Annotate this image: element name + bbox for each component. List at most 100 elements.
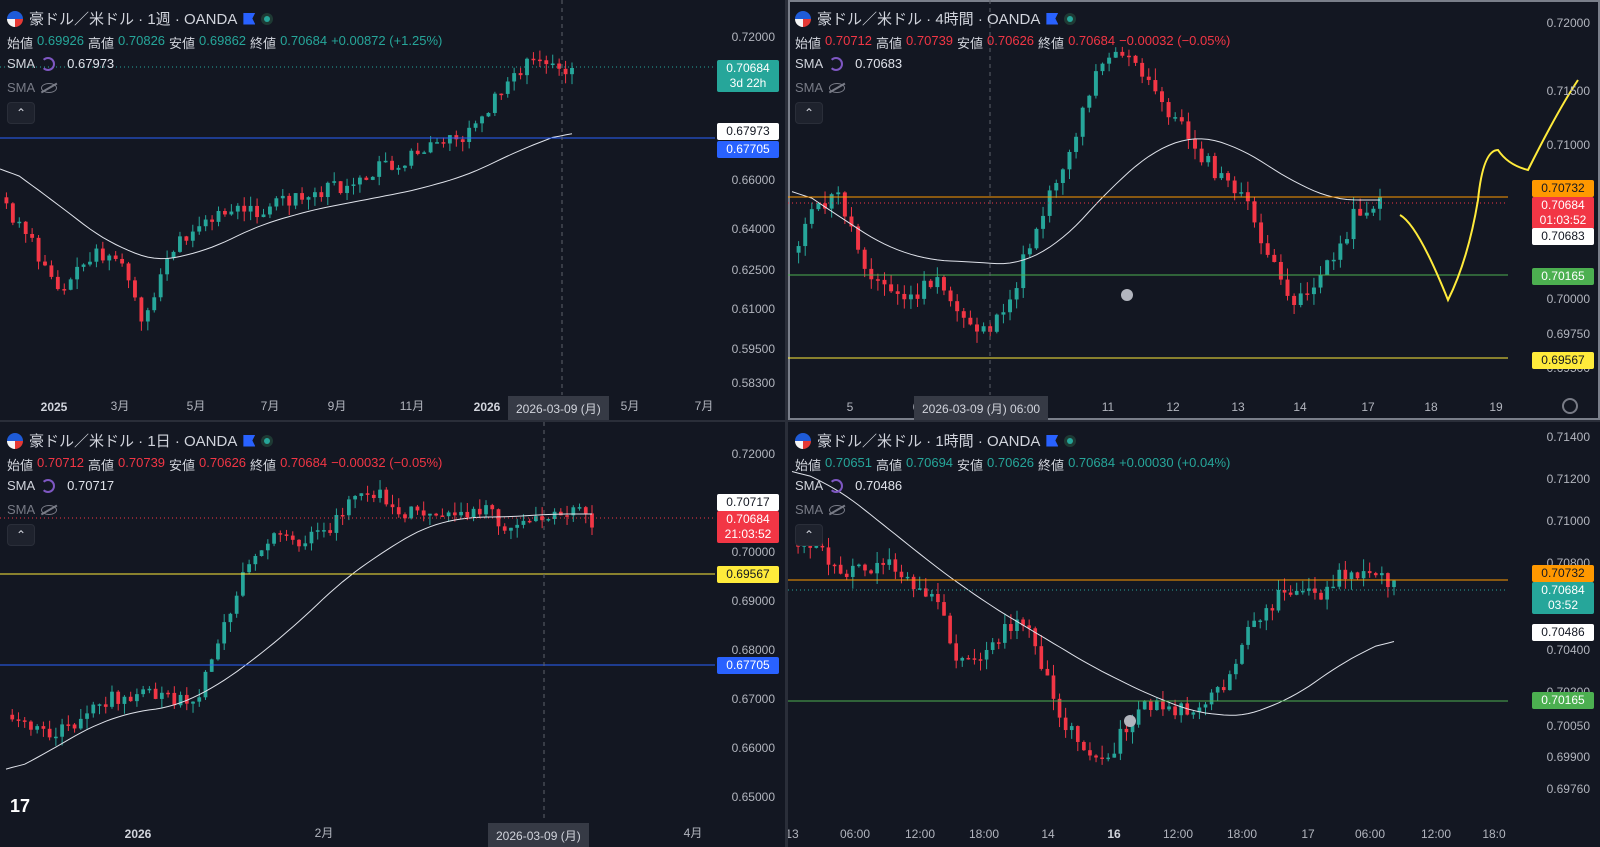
collapse-legend-button[interactable]: ⌃ xyxy=(7,102,35,124)
panel-divider-horizontal[interactable] xyxy=(0,420,1600,422)
price-tag[interactable]: 0.70165 xyxy=(1532,268,1594,285)
price-tag[interactable]: 0.70684 03:52 xyxy=(1532,582,1594,614)
chart-panel-weekly[interactable]: 豪ドル／米ドル · 1週 · OANDA 始値 0.69926 高値 0.70826… xyxy=(0,0,785,420)
x-axis-tick: 12 xyxy=(1166,400,1180,414)
sma-label: SMA xyxy=(795,502,824,517)
candle xyxy=(1063,717,1068,731)
sma-indicator-1[interactable]: SMA 0.70683 xyxy=(795,56,902,71)
candle xyxy=(274,198,279,207)
candle xyxy=(1140,62,1145,77)
close-label: 終値 xyxy=(250,458,277,473)
price-tag[interactable]: 0.70717 xyxy=(717,494,779,511)
price-tag[interactable]: 0.67973 xyxy=(717,123,779,140)
candlestick-plot[interactable] xyxy=(0,422,785,847)
candle xyxy=(981,326,986,332)
candle xyxy=(502,526,507,531)
candle xyxy=(1113,51,1118,58)
price-tag[interactable]: 0.70684 01:03:52 xyxy=(1532,197,1594,229)
candle xyxy=(242,205,247,212)
candle xyxy=(241,572,245,596)
panel-divider-vertical[interactable] xyxy=(785,0,788,847)
settings-gear-icon[interactable] xyxy=(1562,398,1578,414)
chart-panel-1h[interactable]: 豪ドル／米ドル · 1時間 · OANDA 始値 0.70651 高値 0.7069… xyxy=(788,422,1600,847)
candle xyxy=(178,236,182,252)
chart-title[interactable]: 豪ドル／米ドル · 1週 · OANDA xyxy=(7,8,274,29)
candle xyxy=(409,506,414,519)
sma-indicator-2[interactable]: SMA xyxy=(795,502,846,517)
chart-panel-4h[interactable]: 豪ドル／米ドル · 4時間 · OANDA 始値 0.70712 高値 0.7073… xyxy=(788,0,1600,420)
sma-indicator-1[interactable]: SMA 0.67973 xyxy=(7,56,114,71)
hidden-eye-icon[interactable] xyxy=(41,82,58,93)
candle xyxy=(1057,698,1062,718)
bookmark-flag-icon[interactable] xyxy=(243,12,256,25)
hidden-eye-icon[interactable] xyxy=(41,504,58,515)
bookmark-flag-icon[interactable] xyxy=(243,434,256,447)
price-tag-value: 0.70684 xyxy=(1541,198,1585,212)
price-tag[interactable]: 0.69567 xyxy=(717,566,779,583)
candle xyxy=(856,226,861,250)
candle xyxy=(583,507,588,514)
bookmark-flag-icon[interactable] xyxy=(1046,12,1059,25)
candle xyxy=(1009,624,1013,631)
candle xyxy=(209,659,214,672)
candle xyxy=(357,177,362,185)
candle xyxy=(1015,619,1019,631)
x-axis-tick: 7月 xyxy=(694,399,714,413)
y-axis-tick: 0.70050 xyxy=(1546,719,1590,733)
price-tag[interactable]: 0.70165 xyxy=(1532,692,1594,709)
sma-indicator-2[interactable]: SMA xyxy=(795,80,846,95)
candlestick-plot[interactable] xyxy=(788,0,1600,420)
price-tag[interactable]: 0.70732 xyxy=(1532,565,1594,582)
collapse-legend-button[interactable]: ⌃ xyxy=(795,102,823,124)
chart-panel-daily[interactable]: 豪ドル／米ドル · 1日 · OANDA 始値 0.70712 高値 0.70739… xyxy=(0,422,785,847)
candle xyxy=(293,193,298,206)
x-axis-tick: 12:00 xyxy=(904,827,936,841)
alert-clock-icon[interactable] xyxy=(1124,715,1136,727)
candle xyxy=(1292,295,1297,305)
candle xyxy=(303,543,308,547)
candle xyxy=(1167,706,1171,710)
hidden-eye-icon[interactable] xyxy=(829,82,846,93)
candle xyxy=(222,622,227,644)
sma-indicator-1[interactable]: SMA 0.70717 xyxy=(7,478,114,493)
candle xyxy=(923,588,928,597)
candle xyxy=(960,657,965,661)
price-tag[interactable]: 0.70486 xyxy=(1532,624,1594,641)
candle xyxy=(911,576,916,590)
candle xyxy=(954,643,959,661)
candle xyxy=(203,671,208,698)
chart-title[interactable]: 豪ドル／米ドル · 1日 · OANDA xyxy=(7,430,274,451)
price-tag[interactable]: 0.70684 21:03:52 xyxy=(717,511,779,543)
candle xyxy=(1100,63,1105,72)
tradingview-logo[interactable]: 17 xyxy=(10,796,31,816)
candle xyxy=(1270,608,1275,611)
candle xyxy=(1364,212,1369,216)
price-tag[interactable]: 0.70732 xyxy=(1532,180,1594,197)
candle xyxy=(197,226,202,232)
price-tag-value: 0.67705 xyxy=(726,658,770,672)
price-tag[interactable]: 0.70683 xyxy=(1532,228,1594,245)
alert-clock-icon[interactable] xyxy=(1121,289,1133,301)
candlestick-plot[interactable] xyxy=(0,0,785,420)
price-tag[interactable]: 0.70684 3d 22h xyxy=(717,60,779,92)
change-value: −0.00032 (−0.05%) xyxy=(1119,33,1231,48)
hidden-eye-icon[interactable] xyxy=(829,504,846,515)
candlestick-plot[interactable] xyxy=(788,422,1600,847)
sma-indicator-2[interactable]: SMA xyxy=(7,502,58,517)
candle xyxy=(902,293,907,300)
chart-title[interactable]: 豪ドル／米ドル · 4時間 · OANDA xyxy=(795,8,1077,29)
bookmark-flag-icon[interactable] xyxy=(1046,434,1059,447)
price-tag[interactable]: 0.67705 xyxy=(717,657,779,674)
candle xyxy=(857,564,861,567)
collapse-legend-button[interactable]: ⌃ xyxy=(795,524,823,546)
candle xyxy=(836,192,841,195)
chart-title[interactable]: 豪ドル／米ドル · 1時間 · OANDA xyxy=(795,430,1077,451)
price-tag[interactable]: 0.69567 xyxy=(1532,352,1594,369)
candle xyxy=(1173,117,1178,119)
sma-indicator-1[interactable]: SMA 0.70486 xyxy=(795,478,902,493)
sma-indicator-2[interactable]: SMA xyxy=(7,80,58,95)
price-tag[interactable]: 0.67705 xyxy=(717,141,779,158)
candle xyxy=(351,184,356,186)
candle xyxy=(359,493,364,496)
collapse-legend-button[interactable]: ⌃ xyxy=(7,524,35,546)
